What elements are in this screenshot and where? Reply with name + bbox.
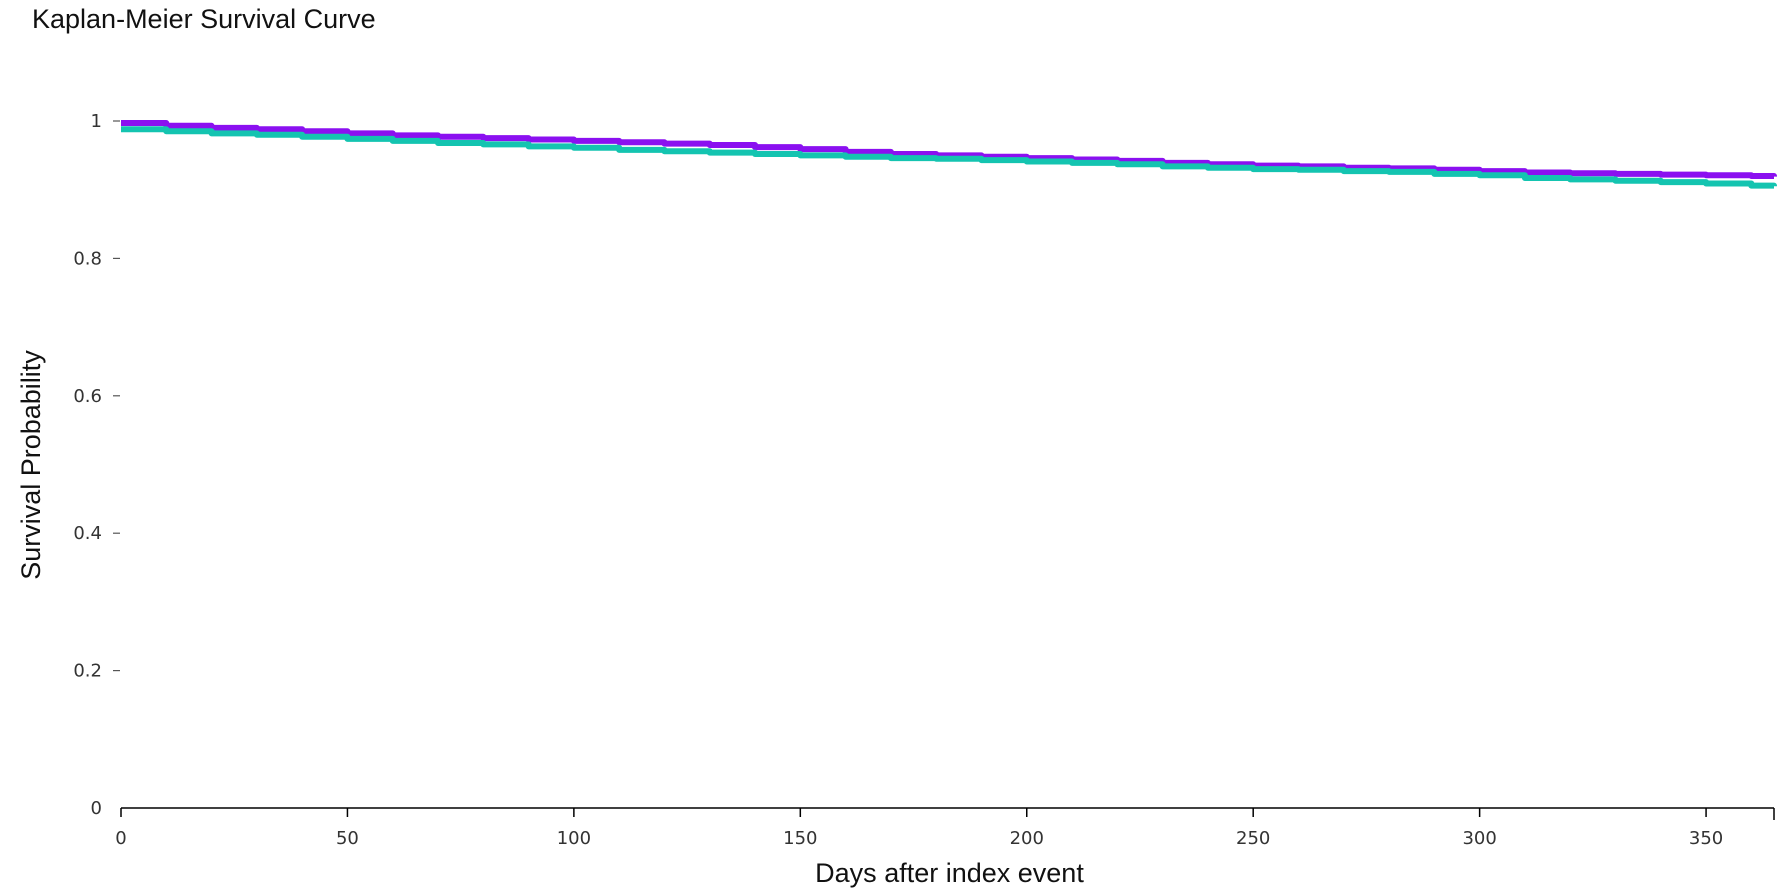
x-tick-label: 350 [1689, 828, 1723, 849]
y-axis: 0 0.2 0.4 0.6 0.8 1 [73, 111, 120, 819]
x-axis: 0 50 100 150 200 250 300 350 [115, 807, 1775, 849]
survival-curve-1 [121, 120, 1777, 179]
chart-title: Kaplan-Meier Survival Curve [32, 4, 376, 34]
y-tick-label: 0.4 [73, 523, 102, 544]
y-tick-label: 0.8 [73, 248, 102, 269]
x-tick-label: 250 [1236, 828, 1270, 849]
x-tick-label: 0 [115, 828, 126, 849]
x-axis-title: Days after index event [815, 858, 1084, 888]
y-tick-label: 0.2 [73, 661, 102, 682]
x-tick-label: 100 [557, 828, 591, 849]
x-tick-label: 300 [1462, 828, 1496, 849]
series-layer [121, 120, 1777, 189]
survival-curve-2 [121, 126, 1777, 189]
y-tick-label: 0.6 [73, 386, 102, 407]
x-tick-label: 150 [783, 828, 817, 849]
x-tick-label: 200 [1010, 828, 1044, 849]
y-tick-label: 0 [91, 798, 102, 819]
y-tick-label: 1 [91, 111, 102, 132]
y-axis-title: Survival Probability [16, 350, 46, 580]
x-tick-label: 50 [336, 828, 359, 849]
